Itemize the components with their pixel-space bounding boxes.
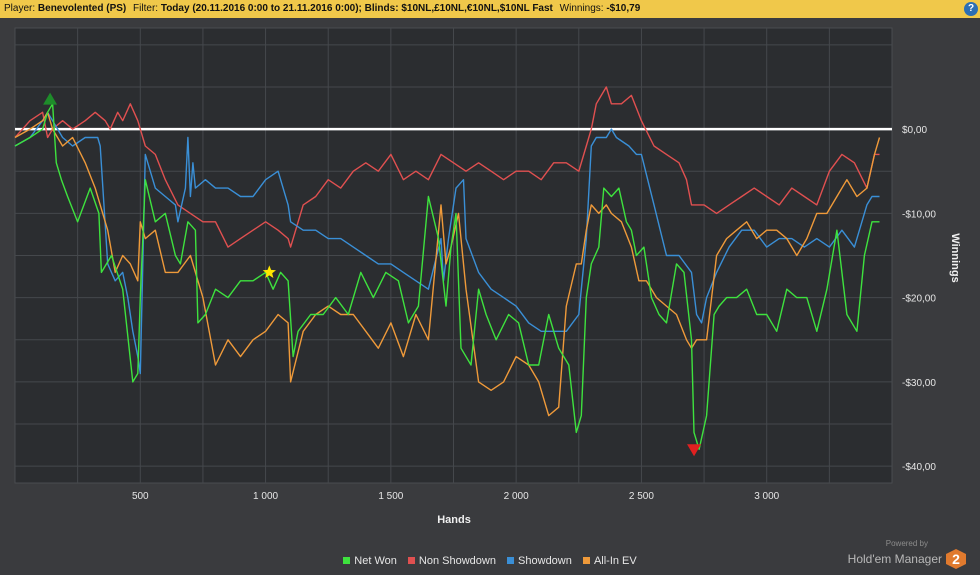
powered-by-text: Powered by (885, 539, 928, 548)
x-tick-label: 2 000 (504, 491, 529, 502)
y-axis-title: Winnings (949, 233, 961, 282)
branding: Powered by Hold'em Manager 2 (848, 539, 966, 569)
x-axis-ticks: 500 1 000 1 500 2 000 2 500 3 000 (132, 491, 780, 502)
series-line-non-showdown (14, 86, 880, 248)
filter-bar: Player: Benevolented (PS) Filter: Today … (0, 0, 980, 18)
legend-item-net-won[interactable]: Net Won (343, 555, 397, 567)
x-tick-label: 2 500 (629, 491, 654, 502)
legend-label: Showdown (518, 555, 572, 567)
legend-swatch (582, 557, 590, 564)
filter-value: Today (20.11.2016 0:00 to 21.11.2016 0:0… (160, 3, 553, 14)
x-tick-label: 1 000 (253, 491, 278, 502)
x-tick-label: 500 (132, 491, 149, 502)
y-tick-label: -$40,00 (902, 462, 936, 473)
legend-label: Non Showdown (418, 555, 496, 567)
series-line-net-won (14, 103, 880, 450)
winnings-graph: $0,00 -$10,00 -$20,00 -$30,00 -$40,00 500 1 0… (14, 27, 961, 526)
chart-markers (43, 92, 702, 457)
legend-item-non-showdown[interactable]: Non Showdown (407, 555, 496, 567)
y-tick-label: -$20,00 (902, 294, 936, 305)
legend-swatch (407, 557, 415, 564)
legend-swatch (507, 557, 515, 564)
series-line-all-in-ev (14, 111, 881, 417)
hm2-logo-icon: 2 (946, 549, 966, 569)
legend-label: Net Won (354, 555, 397, 567)
legend-label: All-In EV (593, 555, 637, 567)
winnings-label: Winnings: (559, 3, 604, 14)
filter-label: Filter: (133, 3, 159, 14)
star-marker (262, 265, 276, 278)
winnings-value: -$10,79 (606, 3, 641, 14)
product-name: Hold'em Manager (847, 552, 942, 566)
y-tick-label: -$10,00 (902, 209, 936, 220)
y-tick-label: $0,00 (902, 125, 927, 136)
series-lines (14, 86, 881, 450)
y-tick-label: -$30,00 (902, 378, 936, 389)
y-axis-ticks: $0,00 -$10,00 -$20,00 -$30,00 -$40,00 (902, 125, 936, 473)
x-tick-label: 1 500 (378, 491, 403, 502)
x-axis-title: Hands (437, 514, 471, 526)
x-tick-label: 3 000 (754, 491, 779, 502)
chart-legend: Net Won Non Showdown Showdown All-In EV (0, 555, 980, 569)
legend-item-all-in-ev[interactable]: All-In EV (582, 555, 637, 567)
player-label: Player: (4, 3, 36, 14)
legend-item-showdown[interactable]: Showdown (507, 555, 572, 567)
legend-swatch (343, 557, 351, 564)
player-name: Benevolented (PS) (37, 3, 127, 14)
best-point-marker (43, 92, 58, 105)
gridlines (15, 28, 892, 483)
worst-point-marker (687, 444, 702, 457)
help-icon[interactable]: ? (964, 2, 978, 16)
